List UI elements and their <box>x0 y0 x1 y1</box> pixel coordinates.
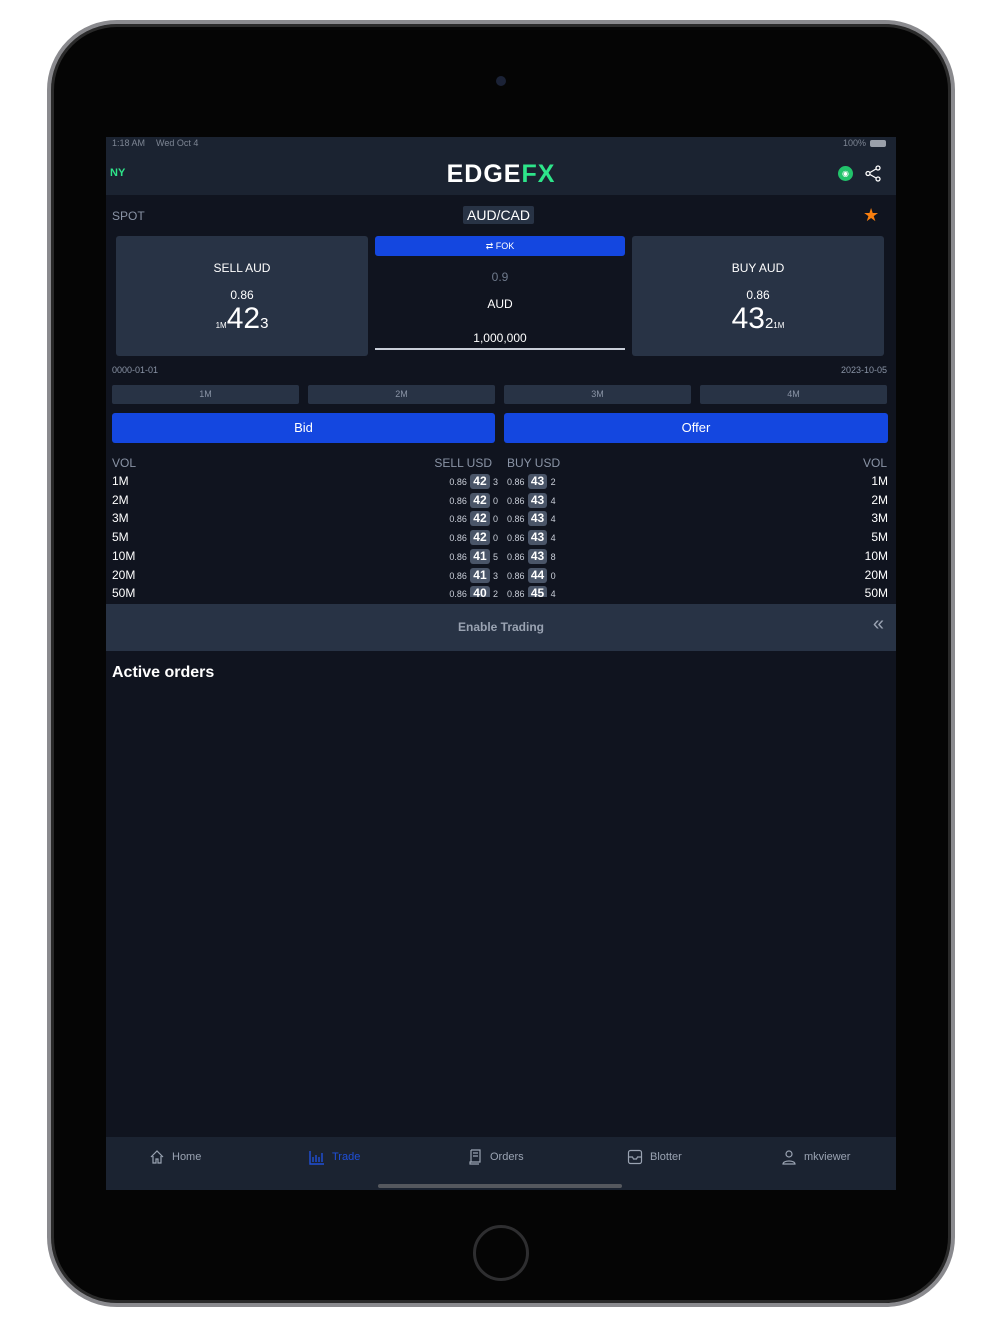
vol-header-right: VOL <box>862 456 887 470</box>
vol-right: 10M <box>864 548 888 563</box>
battery-icon <box>870 140 886 147</box>
ladder-row[interactable]: 2M 0.86 42 0 0.86 43 4 2M <box>112 492 888 512</box>
nav-blotter[interactable]: Blotter <box>627 1149 682 1165</box>
vol-left: 3M <box>112 511 129 526</box>
vol-right: 5M <box>871 530 888 545</box>
sell-price[interactable]: 0.86 41 5 <box>449 548 498 564</box>
sell-size: 1M <box>215 321 227 330</box>
sell-price[interactable]: 0.86 40 2 <box>449 586 498 597</box>
user-icon <box>782 1150 796 1165</box>
instrument-type: SPOT <box>112 209 145 223</box>
tenor-2m[interactable]: 2M <box>308 385 495 404</box>
collapse-chevrons-icon[interactable]: « <box>872 613 884 635</box>
value-date: 2023-10-05 <box>840 365 887 375</box>
sell-price[interactable]: 0.86 42 0 <box>449 530 498 546</box>
vol-right: 50M <box>864 586 888 597</box>
sell-price[interactable]: 0.86 41 3 <box>449 567 498 583</box>
favorite-star-icon[interactable]: ★ <box>863 205 880 225</box>
sell-big-figure: 42 <box>226 302 261 335</box>
inbox-icon <box>627 1149 643 1165</box>
buy-price[interactable]: 0.86 43 4 <box>507 511 556 527</box>
enable-trading-label: Enable Trading <box>457 620 544 634</box>
vol-left: 5M <box>112 530 129 545</box>
nav-orders[interactable]: Orders <box>467 1149 524 1165</box>
buy-size: 1M <box>773 321 785 330</box>
bid-button[interactable]: Bid <box>112 413 495 443</box>
connection-status-icon[interactable]: ◉ <box>838 166 853 181</box>
nav-trade[interactable]: Trade <box>309 1149 360 1165</box>
dealt-currency[interactable]: AUD <box>487 297 513 311</box>
vol-left: 10M <box>112 548 136 563</box>
vol-right: 2M <box>871 492 888 507</box>
enable-trading-bar[interactable]: Enable Trading « <box>106 604 896 651</box>
ladder-row[interactable]: 10M 0.86 41 5 0.86 43 8 10M <box>112 548 888 568</box>
nav-profile[interactable]: mkviewer <box>781 1149 850 1165</box>
vol-right: 1M <box>871 474 888 488</box>
buy-price[interactable]: 0.86 43 8 <box>507 548 556 564</box>
sell-header: SELL USD <box>434 456 492 470</box>
price-ladder: 1M 0.86 42 3 0.86 43 2 1M 2M 0.86 42 0 0.… <box>106 474 896 597</box>
receipt-icon <box>469 1149 481 1165</box>
buy-header: BUY USD <box>507 456 561 470</box>
ladder-row[interactable]: 20M 0.86 41 3 0.86 44 0 20M <box>112 567 888 587</box>
bottom-nav: Home Trade Orders Blotter mkviewer <box>106 1137 896 1190</box>
tenor-3m[interactable]: 3M <box>504 385 691 404</box>
active-orders-title: Active orders <box>112 664 215 681</box>
ladder-row[interactable]: 5M 0.86 42 0 0.86 43 4 5M <box>112 530 888 549</box>
nav-home[interactable]: Home <box>149 1149 201 1165</box>
vol-left: 50M <box>112 586 136 597</box>
bar-chart-icon <box>309 1151 324 1165</box>
status-time: 1:18 AM <box>112 138 146 148</box>
sell-price[interactable]: 0.86 42 0 <box>449 511 498 527</box>
vol-left: 2M <box>112 492 129 507</box>
sell-pip: 3 <box>260 315 269 332</box>
sell-price-tile[interactable]: SELL AUD 0.86 1M423 <box>116 236 368 356</box>
sell-label: SELL AUD <box>213 261 271 275</box>
buy-big-figure: 43 <box>731 302 765 335</box>
sell-prefix: 0.86 <box>230 288 254 302</box>
home-indicator <box>378 1184 622 1188</box>
buy-price[interactable]: 0.86 44 0 <box>507 567 556 583</box>
vol-right: 20M <box>864 567 888 582</box>
battery-percent: 100% <box>842 138 866 148</box>
home-hardware-button[interactable] <box>473 1225 529 1281</box>
currency-pair-selector[interactable]: AUD/CAD <box>463 206 535 224</box>
status-bar: 1:18 AM Wed Oct 4 100% <box>106 137 896 150</box>
tenor-4m[interactable]: 4M <box>700 385 887 404</box>
amount-input[interactable]: 1,000,000 <box>375 331 625 350</box>
camera <box>496 76 506 86</box>
order-type-button[interactable]: ⇄ FOK <box>375 236 625 256</box>
buy-pip: 2 <box>764 315 774 332</box>
status-date: Wed Oct 4 <box>156 138 199 148</box>
edgefx-logo: EDGEFX <box>446 160 556 188</box>
sell-price[interactable]: 0.86 42 3 <box>449 474 498 489</box>
buy-price[interactable]: 0.86 43 2 <box>507 474 556 489</box>
buy-label: BUY AUD <box>731 261 785 275</box>
vol-left: 1M <box>112 474 129 488</box>
app-screen: 1:18 AM Wed Oct 4 100% NY EDGEFX ◉ SPOT … <box>106 137 896 1190</box>
sell-price[interactable]: 0.86 42 0 <box>449 492 498 508</box>
buy-price[interactable]: 0.86 43 4 <box>507 492 556 508</box>
buy-prefix: 0.86 <box>746 288 770 302</box>
vol-left: 20M <box>112 567 136 582</box>
offer-button[interactable]: Offer <box>504 413 888 443</box>
ladder-row[interactable]: 50M 0.86 40 2 0.86 45 4 50M <box>112 586 888 597</box>
vol-right: 3M <box>871 511 888 526</box>
buy-price-tile[interactable]: BUY AUD 0.86 4321M <box>632 236 884 356</box>
start-date: 0000-01-01 <box>112 365 159 375</box>
buy-price[interactable]: 0.86 45 4 <box>507 586 556 597</box>
region-label: NY <box>110 167 126 179</box>
ladder-row[interactable]: 1M 0.86 42 3 0.86 43 2 1M <box>112 474 888 493</box>
ladder-row[interactable]: 3M 0.86 42 0 0.86 43 4 3M <box>112 511 888 530</box>
buy-price[interactable]: 0.86 43 4 <box>507 530 556 546</box>
tenor-1m[interactable]: 1M <box>112 385 299 404</box>
app-header: NY EDGEFX ◉ <box>106 150 896 195</box>
vol-header-left: VOL <box>112 456 137 470</box>
share-icon[interactable] <box>865 165 881 182</box>
spread-value: 0.9 <box>491 270 509 284</box>
home-icon <box>150 1150 164 1164</box>
